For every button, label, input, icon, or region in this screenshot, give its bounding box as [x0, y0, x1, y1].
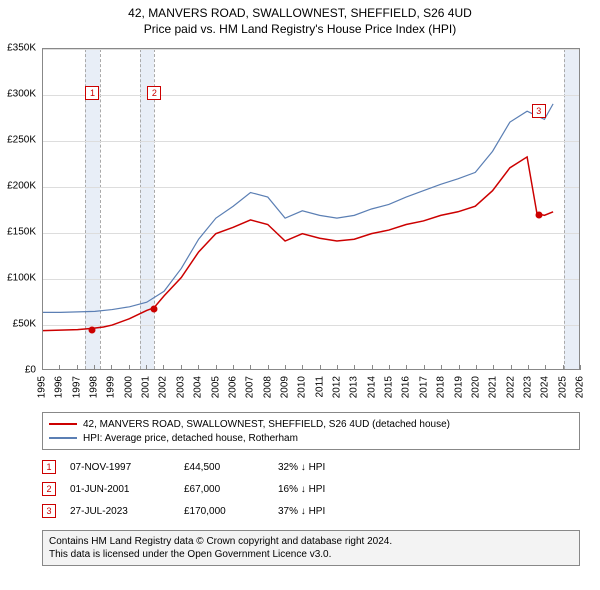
attribution-line-1: Contains HM Land Registry data © Crown c… [49, 535, 573, 548]
event-marker-2: 2 [147, 86, 161, 100]
attribution-box: Contains HM Land Registry data © Crown c… [42, 530, 580, 566]
x-tick-label: 2015 [384, 376, 395, 398]
y-tick-label: £0 [25, 365, 36, 376]
x-tick [580, 365, 581, 370]
attribution-line-2: This data is licensed under the Open Gov… [49, 548, 573, 561]
event-row: 2 01-JUN-2001 £67,000 16% ↓ HPI [42, 478, 580, 500]
x-tick-label: 2000 [123, 376, 134, 398]
x-tick-label: 2012 [332, 376, 343, 398]
legend-swatch [49, 423, 77, 425]
x-tick-label: 1996 [54, 376, 65, 398]
y-tick-label: £300K [7, 89, 36, 100]
x-tick-label: 1995 [37, 376, 48, 398]
x-tick-label: 2008 [262, 376, 273, 398]
x-tick-label: 2016 [401, 376, 412, 398]
event-dot [151, 306, 158, 313]
y-tick-label: £350K [7, 43, 36, 54]
x-tick-label: 2018 [436, 376, 447, 398]
x-tick-label: 2021 [488, 376, 499, 398]
legend-box: 42, MANVERS ROAD, SWALLOWNEST, SHEFFIELD… [42, 412, 580, 450]
x-tick-label: 2007 [245, 376, 256, 398]
event-date: 01-JUN-2001 [70, 484, 170, 495]
event-row-marker: 3 [42, 504, 56, 518]
titles: 42, MANVERS ROAD, SWALLOWNEST, SHEFFIELD… [0, 0, 600, 36]
x-tick-label: 1999 [106, 376, 117, 398]
x-tick-label: 2005 [210, 376, 221, 398]
x-tick-label: 2010 [297, 376, 308, 398]
x-tick-label: 2022 [505, 376, 516, 398]
x-tick-label: 2026 [575, 376, 586, 398]
legend-row: 42, MANVERS ROAD, SWALLOWNEST, SHEFFIELD… [49, 417, 573, 431]
event-row-marker: 2 [42, 482, 56, 496]
series-hpi [43, 104, 553, 312]
event-row: 1 07-NOV-1997 £44,500 32% ↓ HPI [42, 456, 580, 478]
event-diff: 37% ↓ HPI [278, 506, 378, 517]
event-price: £67,000 [184, 484, 264, 495]
x-tick-label: 2023 [522, 376, 533, 398]
event-price: £170,000 [184, 506, 264, 517]
x-tick-label: 2001 [141, 376, 152, 398]
x-tick-label: 2019 [453, 376, 464, 398]
series-property [43, 157, 553, 331]
event-row: 3 27-JUL-2023 £170,000 37% ↓ HPI [42, 500, 580, 522]
x-tick-label: 2025 [557, 376, 568, 398]
x-tick-label: 2004 [193, 376, 204, 398]
x-tick-label: 2017 [418, 376, 429, 398]
event-date: 07-NOV-1997 [70, 462, 170, 473]
x-tick-label: 2002 [158, 376, 169, 398]
event-marker-3: 3 [532, 104, 546, 118]
x-tick-label: 2006 [227, 376, 238, 398]
y-axis-labels: £0£50K£100K£150K£200K£250K£300K£350K [0, 48, 40, 370]
y-tick-label: £50K [13, 319, 36, 330]
event-diff: 32% ↓ HPI [278, 462, 378, 473]
legend-label: 42, MANVERS ROAD, SWALLOWNEST, SHEFFIELD… [83, 419, 450, 430]
x-tick-label: 2013 [349, 376, 360, 398]
legend-swatch [49, 437, 77, 439]
events-table: 1 07-NOV-1997 £44,500 32% ↓ HPI 2 01-JUN-2001… [42, 456, 580, 522]
legend-label: HPI: Average price, detached house, Roth… [83, 433, 298, 444]
event-price: £44,500 [184, 462, 264, 473]
event-date: 27-JUL-2023 [70, 506, 170, 517]
chart-plot-area: 1 2 3 [42, 48, 580, 370]
x-axis-labels: 1995199619971998199920002001200220032004… [42, 370, 580, 410]
legend-row: HPI: Average price, detached house, Roth… [49, 431, 573, 445]
x-tick-label: 2009 [279, 376, 290, 398]
chart-lines-svg [43, 49, 579, 369]
y-tick-label: £100K [7, 273, 36, 284]
x-tick-label: 2003 [175, 376, 186, 398]
title-main: 42, MANVERS ROAD, SWALLOWNEST, SHEFFIELD… [0, 6, 600, 20]
y-tick-label: £200K [7, 181, 36, 192]
x-tick-label: 2011 [314, 376, 325, 398]
x-tick-label: 2024 [540, 376, 551, 398]
event-dot [89, 327, 96, 334]
x-tick-label: 2014 [366, 376, 377, 398]
y-tick-label: £150K [7, 227, 36, 238]
event-diff: 16% ↓ HPI [278, 484, 378, 495]
title-sub: Price paid vs. HM Land Registry's House … [0, 22, 600, 36]
chart-container: 42, MANVERS ROAD, SWALLOWNEST, SHEFFIELD… [0, 0, 600, 590]
x-tick-label: 1998 [89, 376, 100, 398]
event-row-marker: 1 [42, 460, 56, 474]
event-marker-1: 1 [85, 86, 99, 100]
x-tick-label: 1997 [71, 376, 82, 398]
x-tick-label: 2020 [470, 376, 481, 398]
y-tick-label: £250K [7, 135, 36, 146]
event-dot [535, 211, 542, 218]
